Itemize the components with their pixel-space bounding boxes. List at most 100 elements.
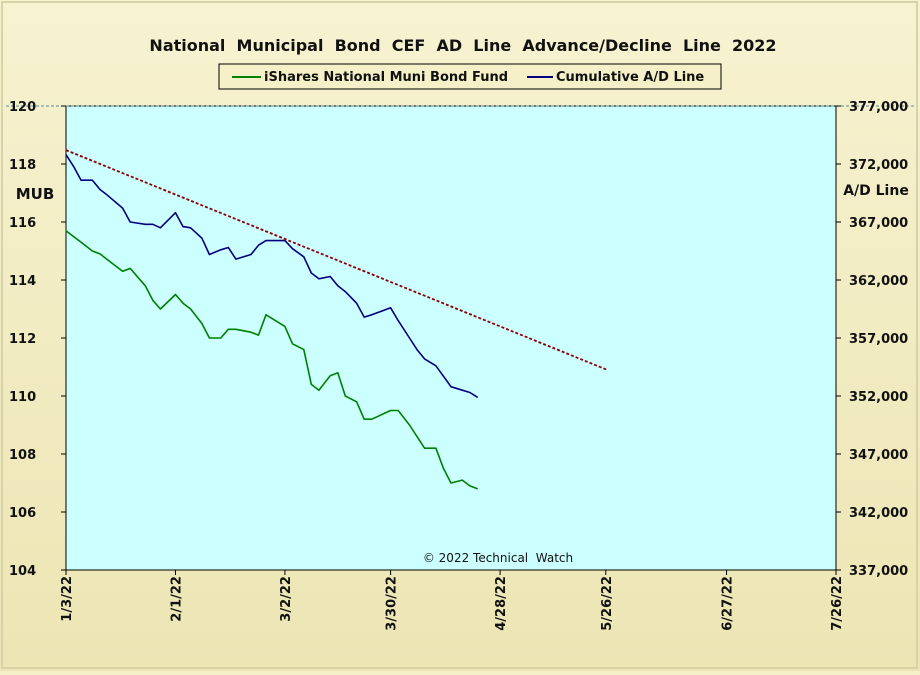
ad-series-point <box>250 253 252 256</box>
ad-series-point <box>337 285 339 287</box>
mub-series-point <box>201 322 203 325</box>
mub-series-point <box>461 479 463 481</box>
right-tick-label: 377,000 <box>849 100 908 115</box>
mub-series-point <box>72 235 75 238</box>
ad-series-point <box>291 248 294 250</box>
x-tick-label: 1/3/22 <box>60 576 75 622</box>
mub-series-point <box>450 482 452 484</box>
mub-series-point <box>337 372 339 374</box>
mub-series-point <box>356 401 358 403</box>
right-tick-label: 342,000 <box>849 506 908 521</box>
ad-series-point <box>122 207 124 209</box>
left-tick-label: 112 <box>9 332 36 347</box>
trend-point <box>605 368 607 370</box>
ad-series-point <box>182 226 184 228</box>
x-tick-label: 7/26/22 <box>830 576 845 631</box>
legend: iShares National Muni Bond Fund Cumulati… <box>218 63 722 90</box>
ad-series-point <box>174 212 177 214</box>
mub-series-point <box>442 467 445 470</box>
mub-series-point <box>174 293 177 296</box>
ad-series-point <box>235 258 237 260</box>
mub-series-point <box>144 285 146 287</box>
x-tick-label: 3/2/22 <box>279 576 294 622</box>
mub-series-point <box>435 447 437 449</box>
legend-box <box>218 63 722 90</box>
ad-series-point <box>371 314 373 316</box>
left-tick-label: 118 <box>9 158 36 173</box>
ad-series-point <box>80 179 82 181</box>
mub-series-point <box>408 424 411 426</box>
mub-series-point <box>476 488 478 490</box>
mub-series-point <box>291 343 294 345</box>
mub-series-point <box>80 241 82 243</box>
ad-series-point <box>106 194 109 196</box>
mub-series-point <box>390 409 392 412</box>
ad-series-point <box>227 246 229 249</box>
mub-series-point <box>303 349 305 351</box>
left-tick-label: 110 <box>9 390 36 405</box>
mub-series-line <box>65 230 478 490</box>
right-tick-label: 352,000 <box>849 390 908 405</box>
ad-series-point <box>152 223 154 225</box>
ad-series-point <box>310 272 312 274</box>
mub-series-point <box>416 436 418 438</box>
mub-series-point <box>182 302 184 304</box>
right-tick-label: 367,000 <box>849 216 908 231</box>
mub-series-point <box>208 337 210 339</box>
mub-series-point <box>91 250 93 252</box>
right-tick-label: 347,000 <box>849 448 908 463</box>
legend-label-mub: iShares National Muni Bond Fund <box>264 70 508 85</box>
right-axis-ticks: 337,000 342,000 347,000 352,000 357,000 362,0… <box>836 100 908 579</box>
ad-series-point <box>72 165 75 167</box>
x-axis-ticks: 1/3/22 2/1/22 3/2/22 3/30/22 4/28/22 5/26/22 6… <box>60 570 845 631</box>
mub-series-point <box>257 334 260 336</box>
x-tick-label: 3/30/22 <box>385 576 400 631</box>
ad-series-point <box>91 179 93 181</box>
ad-series-point <box>318 278 320 280</box>
right-tick-label: 362,000 <box>849 274 908 289</box>
ad-series-point <box>390 307 392 309</box>
ad-series-point <box>208 253 210 256</box>
ad-series-point <box>265 240 267 242</box>
mub-series-point <box>424 447 426 449</box>
right-tick-label: 357,000 <box>849 332 908 347</box>
left-tick-label: 104 <box>9 564 36 579</box>
ad-series-point <box>303 256 305 258</box>
right-tick-label: 337,000 <box>849 564 908 579</box>
ad-series-point <box>284 240 286 242</box>
ad-series-point <box>424 358 426 360</box>
mub-series-point <box>99 253 101 255</box>
ad-series-point <box>435 365 437 367</box>
mub-series-point <box>469 485 471 487</box>
mub-series-point <box>329 375 331 377</box>
ad-series-point <box>408 337 411 339</box>
mub-series-point <box>310 383 312 385</box>
left-axis-label: MUB <box>16 185 55 203</box>
legend-label-ad: Cumulative A/D Line <box>556 70 704 85</box>
ad-series-point <box>257 244 260 246</box>
x-tick-label: 5/26/22 <box>600 576 615 631</box>
mub-series-point <box>65 230 67 232</box>
copyright-text: © 2022 Technical Watch <box>423 551 573 565</box>
mub-series-point <box>152 299 154 301</box>
mub-series-point <box>106 259 109 261</box>
ad-series-point <box>344 291 346 293</box>
trend-point <box>65 149 67 151</box>
mub-series-point <box>159 308 161 310</box>
mub-series-point <box>250 331 252 333</box>
ad-series-point <box>416 349 418 351</box>
ad-series-point <box>476 396 478 398</box>
left-axis-ticks: 104 106 108 110 112 114 116 118 120 <box>9 100 66 579</box>
ad-series-point <box>201 237 203 239</box>
x-tick-label: 4/28/22 <box>494 576 509 631</box>
ad-series-point <box>159 227 161 229</box>
ad-series-point <box>190 227 192 229</box>
chart-title: National Municipal Bond CEF AD Line Adva… <box>149 36 776 55</box>
ad-series-point <box>129 221 131 223</box>
left-tick-label: 108 <box>9 448 36 463</box>
mub-series-point <box>235 328 237 330</box>
ad-series-point <box>220 249 222 251</box>
mub-series-point <box>220 337 222 339</box>
mub-series-point <box>371 418 373 420</box>
